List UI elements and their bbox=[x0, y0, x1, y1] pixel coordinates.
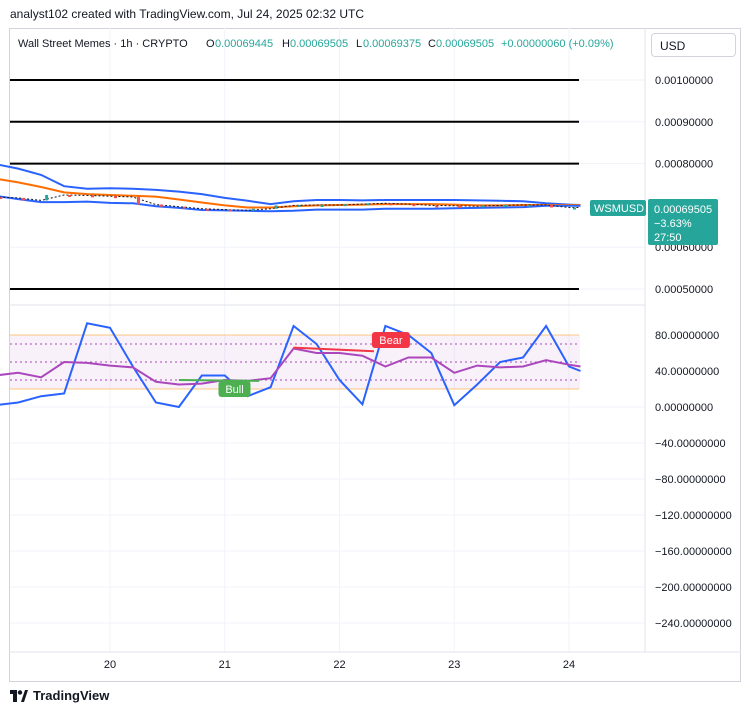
price-tick-label: 0.00090000 bbox=[655, 117, 713, 129]
chart-frame bbox=[9, 28, 741, 682]
osc-tick-label: −80.00000000 bbox=[655, 474, 726, 486]
candle[interactable] bbox=[412, 204, 416, 207]
osc-tick-label: 80.00000000 bbox=[655, 330, 719, 342]
price-tick-label: 0.00050000 bbox=[655, 284, 713, 296]
bull-label-text: Bull bbox=[225, 384, 243, 396]
legend-low-label: L bbox=[356, 38, 362, 50]
bear-label-text: Bear bbox=[379, 335, 403, 347]
legend-open-label: O bbox=[206, 38, 215, 50]
bear-label: Bear bbox=[371, 332, 410, 348]
price-tick-label: 0.00100000 bbox=[655, 75, 713, 87]
price-tag-symbol: WSMUSD bbox=[594, 203, 644, 215]
candle[interactable] bbox=[550, 204, 554, 208]
candle[interactable] bbox=[389, 203, 393, 206]
x-tick-label: 21 bbox=[219, 659, 231, 671]
candle[interactable] bbox=[182, 206, 186, 209]
legend-close-label: C bbox=[428, 38, 436, 50]
legend-high-value: 0.00069505 bbox=[290, 38, 348, 50]
candle[interactable] bbox=[0, 197, 3, 200]
osc-tick-label: 0.00000000 bbox=[655, 402, 713, 414]
legend-open-value: 0.00069445 bbox=[215, 38, 273, 50]
candle[interactable] bbox=[481, 205, 485, 208]
currency-button[interactable]: USD bbox=[651, 33, 736, 57]
oscillator-pane: Bear Bull bbox=[0, 322, 581, 409]
tradingview-logo-icon bbox=[10, 689, 28, 702]
price-pane bbox=[0, 79, 581, 290]
price-tick-label: 0.00060000 bbox=[655, 242, 713, 254]
candle[interactable] bbox=[573, 207, 576, 210]
osc-tick-label: −120.00000000 bbox=[655, 510, 732, 522]
legend-close-value: 0.00069505 bbox=[436, 38, 494, 50]
candle[interactable] bbox=[205, 208, 209, 211]
candle[interactable] bbox=[136, 197, 140, 205]
price-tag-change: −3.63% bbox=[654, 218, 692, 230]
bollinger-basis-line[interactable] bbox=[0, 178, 581, 209]
bollinger-upper-line[interactable] bbox=[0, 163, 581, 206]
footer-brand-label: TradingView bbox=[33, 688, 110, 703]
candle[interactable] bbox=[504, 204, 508, 207]
candle[interactable] bbox=[458, 205, 462, 208]
legend-low-value: 0.00069375 bbox=[363, 38, 421, 50]
axis-labels: 20 21 22 23 24 0.00100000 0.00090000 0.00080000… bbox=[104, 75, 732, 671]
chart-caption: analyst102 created with TradingView.com,… bbox=[10, 7, 364, 21]
bollinger-lower-line[interactable] bbox=[0, 195, 581, 213]
bull-label-box bbox=[218, 381, 251, 397]
x-tick-label: 20 bbox=[104, 659, 116, 671]
x-tick-label: 23 bbox=[448, 659, 460, 671]
candle[interactable] bbox=[228, 209, 232, 212]
candle[interactable] bbox=[22, 197, 26, 201]
stoch-rsi-line[interactable] bbox=[0, 322, 581, 409]
price-tag-countdown: 27:50 bbox=[654, 232, 682, 244]
bear-divergence-line bbox=[293, 346, 374, 353]
osc-tick-label: −40.00000000 bbox=[655, 438, 726, 450]
candle[interactable] bbox=[366, 203, 370, 206]
candle[interactable] bbox=[435, 205, 439, 208]
candle[interactable] bbox=[159, 204, 163, 207]
candle[interactable] bbox=[45, 194, 49, 201]
osc-tick-label: −240.00000000 bbox=[655, 618, 732, 630]
osc-tick-label: 40.00000000 bbox=[655, 366, 719, 378]
bull-divergence-line bbox=[178, 379, 260, 382]
price-line[interactable] bbox=[0, 194, 581, 211]
x-tick-label: 24 bbox=[563, 659, 575, 671]
osc-tick-label: −200.00000000 bbox=[655, 582, 732, 594]
candle[interactable] bbox=[274, 205, 278, 209]
legend-symbol: Wall Street Memes · 1h · CRYPTO bbox=[18, 38, 188, 50]
legend-high-label: H bbox=[282, 38, 290, 50]
legend-change: +0.00000060 (+0.09%) bbox=[501, 38, 614, 50]
candle[interactable] bbox=[68, 194, 72, 197]
bear-label-box bbox=[371, 332, 410, 348]
price-tick-label: 0.00080000 bbox=[655, 159, 713, 171]
price-tag-price: 0.00069505 bbox=[654, 204, 712, 216]
candle[interactable] bbox=[343, 204, 347, 207]
ohlc-legend: Wall Street Memes · 1h · CRYPTO O 0.0006… bbox=[18, 38, 614, 50]
candle[interactable] bbox=[91, 195, 95, 198]
candle[interactable] bbox=[297, 204, 301, 207]
x-tick-label: 22 bbox=[333, 659, 345, 671]
osc-tick-label: −160.00000000 bbox=[655, 546, 732, 558]
bull-label: Bull bbox=[218, 381, 251, 397]
candle[interactable] bbox=[320, 204, 324, 207]
price-tag: WSMUSD 0.00069505 −3.63% 27:50 bbox=[590, 199, 718, 245]
candle[interactable] bbox=[114, 196, 117, 199]
footer-brand[interactable]: TradingView bbox=[10, 688, 109, 703]
candle[interactable] bbox=[527, 204, 531, 207]
candle[interactable] bbox=[251, 208, 255, 211]
